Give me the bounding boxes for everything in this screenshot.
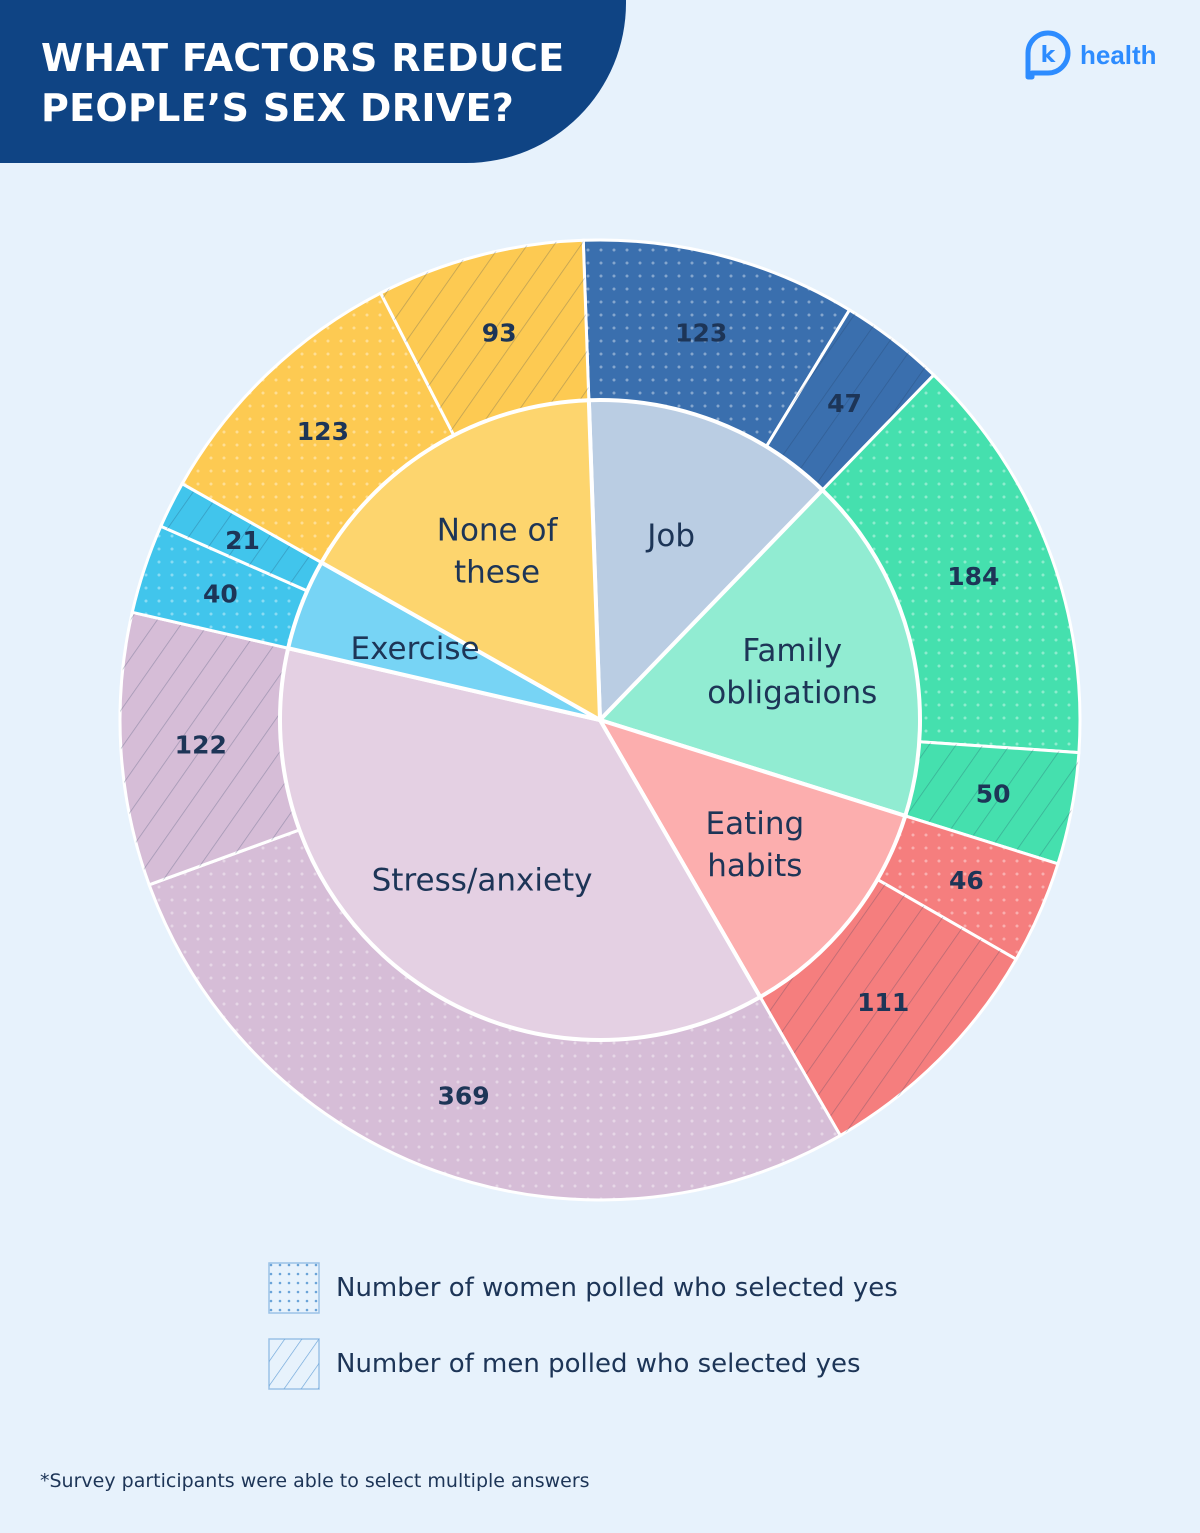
outer-none-of-these-women-pattern [182, 293, 454, 563]
outer-eating-habits-women-pattern [877, 815, 1058, 960]
k-logo-icon: k [1025, 30, 1071, 80]
outer-family-obligations-women-value-label: 184 [947, 562, 999, 591]
outer-exercise-men-pattern [160, 483, 322, 591]
lines-pattern-swatch [268, 1338, 320, 1390]
category-label-line: obligations [707, 675, 877, 711]
category-labels: Job Family obligations Eating habits Stress/a… [351, 512, 878, 898]
legend-item-men: Number of men polled who selected yes [268, 1338, 898, 1390]
outer-none-of-these-men-pattern [380, 240, 589, 436]
outer-eating-habits-men-value-label: 111 [857, 988, 909, 1017]
k-health-logo: k health [1024, 30, 1157, 80]
outer-none-of-these-men-value-label: 93 [482, 318, 517, 347]
category-label-line: Eating [705, 806, 804, 842]
title-banner [0, 0, 626, 163]
legend-label-women: Number of women polled who selected yes [336, 1273, 898, 1303]
legend-label-men: Number of men polled who selected yes [336, 1349, 861, 1379]
inner-slice-none-of-these [318, 398, 603, 724]
outer-job-men-value-label: 47 [827, 389, 862, 418]
inner-slice-job [586, 398, 826, 725]
category-label-line: Stress/anxiety [372, 863, 593, 899]
outer-stress-anxiety-men-pattern [119, 612, 300, 885]
inner-slice-eating-habits [595, 716, 908, 1000]
dots-pattern-swatch [268, 1262, 320, 1314]
outer-job-women-value-label: 123 [675, 319, 727, 348]
outer-exercise-women-pattern [132, 526, 308, 649]
outer-none-of-these-women-value-label: 123 [297, 417, 349, 446]
outer-stress-anxiety-women-pattern [149, 829, 841, 1200]
legend-item-women: Number of women polled who selected yes [268, 1262, 898, 1314]
chart-title: WHAT FACTORS REDUCE PEOPLE’S SEX DRIVE? [41, 33, 601, 133]
category-label-job: Job [645, 518, 695, 554]
footnote: *Survey participants were able to select… [40, 1470, 590, 1492]
outer-exercise-men-value-label: 21 [225, 526, 260, 555]
chart-title-line-1: WHAT FACTORS REDUCE [41, 36, 565, 80]
outer-family-obligations-men-segment [903, 740, 1081, 866]
category-label-line: Exercise [351, 631, 480, 667]
chart-title-line-2: PEOPLE’S SEX DRIVE? [41, 86, 515, 130]
category-label-line: habits [707, 848, 802, 884]
outer-eating-habits-men-pattern [760, 879, 1017, 1136]
category-label-stress-anxiety: Stress/anxiety [372, 863, 593, 899]
category-label-line: None of [437, 512, 559, 548]
outer-ring [118, 238, 1082, 1202]
outer-job-women-pattern [583, 240, 850, 447]
category-label-eating-habits: Eating habits [705, 806, 804, 884]
outer-family-obligations-men-pattern [905, 741, 1079, 864]
category-label-line: Family [742, 633, 842, 669]
outer-family-obligations-men-value-label: 50 [976, 780, 1011, 809]
outer-eating-habits-women-value-label: 46 [949, 866, 984, 895]
logo-letter: k [1041, 43, 1057, 68]
outer-stress-anxiety-women-value-label: 369 [437, 1082, 489, 1111]
outer-job-men-pattern [766, 309, 934, 491]
outer-stress-anxiety-men-value-label: 122 [175, 730, 227, 759]
inner-pie [278, 398, 922, 1042]
outer-family-obligations-women-pattern [822, 375, 1080, 753]
category-label-none-of-these: None of these [437, 512, 559, 590]
category-label-line: these [454, 554, 540, 590]
inner-slice-stress-anxiety [278, 645, 763, 1042]
outer-none-of-these-men-segment [378, 238, 591, 438]
category-label-exercise: Exercise [351, 631, 480, 667]
inner-slice-family-obligations [596, 487, 922, 819]
outer-exercise-women-value-label: 40 [203, 579, 238, 608]
outer-job-women-segment [581, 238, 852, 449]
category-label-family-obligations: Family obligations [707, 633, 877, 711]
outer-value-labels: 123 47 184 50 46 111 369 122 40 21 123 93 [175, 318, 1011, 1110]
logo-text: health [1080, 39, 1157, 70]
legend: Number of women polled who selected yes … [268, 1262, 898, 1414]
category-label-line: Job [645, 518, 695, 554]
